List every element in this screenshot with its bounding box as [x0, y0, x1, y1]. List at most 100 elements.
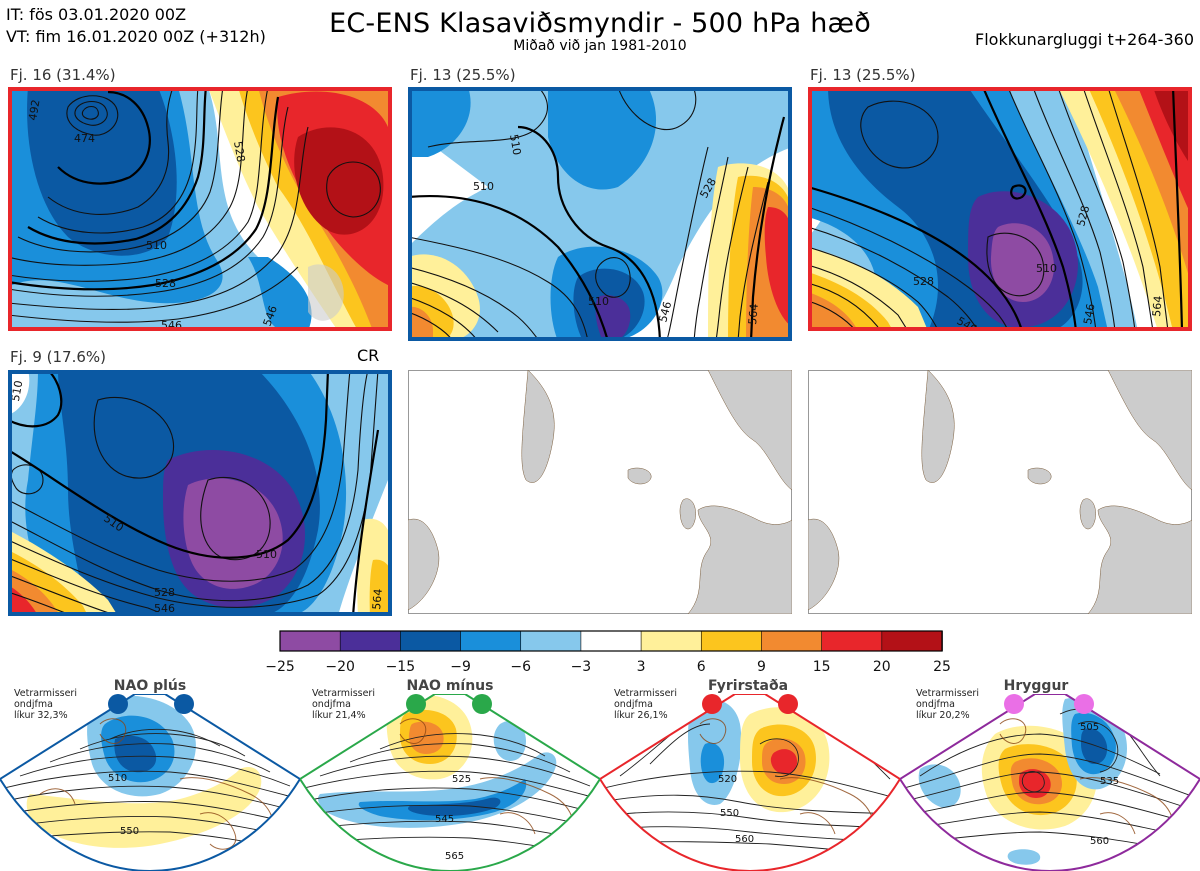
svg-text:525: 525: [452, 774, 471, 785]
anomaly-fill-negative: [990, 223, 1054, 302]
greenland-land: [521, 370, 555, 483]
empty-map-2: [808, 370, 1192, 614]
classification-window: Flokkunargluggi t+264-360: [975, 30, 1194, 49]
cluster-frame-1: [8, 87, 392, 331]
svg-text:510: 510: [1036, 262, 1057, 275]
colorbar-tick-label: −9: [450, 659, 471, 675]
anomaly-fill-negative: [408, 87, 471, 157]
colorbar-tick-label: 15: [813, 659, 831, 675]
svg-text:560: 560: [735, 834, 754, 845]
america-land: [808, 518, 840, 611]
regime-4-markers: [1004, 694, 1094, 714]
colorbar-tick-label: 3: [637, 659, 646, 675]
regime-2-note: Vetrarmisseri ondjfma líkur 21,4%: [312, 688, 375, 721]
iceland-land: [627, 467, 652, 485]
svg-text:546: 546: [1081, 303, 1097, 326]
svg-text:528: 528: [155, 277, 176, 290]
cluster-map-4: 510 510 510 528 546 564: [8, 370, 392, 616]
anomaly-fill-negative: [27, 87, 177, 256]
colorbar-swatch: [400, 630, 462, 652]
anomaly-fill-positive: [1153, 87, 1192, 167]
regime-map-2: 525 545 565: [300, 694, 600, 871]
anomaly-fill-negative: [248, 257, 312, 331]
regime-3-title: Fyrirstaða: [707, 678, 789, 694]
britain-land: [679, 498, 696, 530]
colorbar-tick-label: 20: [873, 659, 891, 675]
cluster-map-2: 510 510 528 510 546 564: [408, 87, 792, 341]
colorbar-swatch: [279, 630, 341, 652]
svg-text:564: 564: [370, 588, 385, 610]
valid-time: VT: fim 16.01.2020 00Z (+312h): [6, 27, 266, 46]
colorbar-tick-label: 9: [757, 659, 766, 675]
regime-1-markers: [108, 694, 194, 714]
america-land: [408, 518, 440, 611]
colorbar-swatch: [640, 630, 703, 652]
cluster-frame-3: [808, 87, 1192, 331]
cluster-map-1: 474 492 510 528 546 528 546: [8, 87, 392, 331]
svg-text:546: 546: [656, 300, 674, 324]
svg-text:545: 545: [435, 814, 454, 825]
panel-3-label: Fj. 13 (25.5%): [810, 66, 916, 84]
colorbar-swatch: [881, 630, 943, 652]
svg-text:510: 510: [146, 239, 167, 252]
empty-map-1: [408, 370, 792, 614]
land-outline: [308, 264, 344, 321]
svg-text:528: 528: [913, 275, 934, 288]
page-subtitle: Miðað við jan 1981-2010: [513, 38, 687, 54]
panel-4-label: Fj. 9 (17.6%): [10, 348, 106, 366]
anomaly-fill-negative: [183, 478, 283, 589]
cluster-frame-4: [8, 370, 392, 616]
cluster-map-3: 528 546 510 528 546 564: [808, 87, 1192, 331]
scandinavia-land: [707, 370, 792, 491]
regime-map-3: 520 550 560: [600, 694, 900, 871]
svg-text:505: 505: [1080, 722, 1099, 733]
scandinavia-land: [1107, 370, 1192, 491]
anomaly-fill-negative: [408, 87, 792, 341]
colorbar-tick-label: −20: [325, 659, 355, 675]
colorbar-swatch: [580, 630, 642, 652]
colorbar-tick-label: 6: [697, 659, 706, 675]
svg-text:528: 528: [154, 586, 175, 599]
anomaly-fill-positive: [408, 306, 433, 341]
colorbar-swatch: [700, 630, 763, 652]
svg-text:550: 550: [720, 808, 739, 819]
iceland-land: [1027, 467, 1052, 485]
anomaly-fill-positive: [369, 559, 392, 616]
anomaly-fill-negative: [548, 87, 657, 190]
height-contours: [8, 87, 381, 323]
greenland-land: [921, 370, 955, 483]
svg-text:510: 510: [108, 773, 127, 784]
svg-text:510: 510: [588, 295, 609, 308]
regime-3-markers: [702, 694, 798, 714]
panel-2-label: Fj. 13 (25.5%): [410, 66, 516, 84]
regime-4-title: Hryggur: [1003, 678, 1069, 694]
anomaly-fill-positive: [8, 585, 38, 616]
europe-land: [687, 505, 792, 614]
colorbar-tick-label: −3: [571, 659, 592, 675]
svg-text:550: 550: [120, 826, 139, 837]
panel-1-label: Fj. 16 (31.4%): [10, 66, 116, 84]
panel-4-tag: CR: [357, 346, 380, 365]
svg-text:535: 535: [1100, 776, 1119, 787]
colorbar-tick-label: −15: [386, 659, 416, 675]
regime-1-title: NAO plús: [113, 678, 187, 694]
contour-labels: 528 546 510 528 546 564: [913, 204, 1165, 331]
page-title: EC-ENS Klasaviðsmyndir - 500 hPa hæð: [329, 8, 871, 39]
svg-text:520: 520: [718, 774, 737, 785]
svg-text:565: 565: [445, 851, 464, 862]
svg-text:474: 474: [74, 132, 95, 145]
regime-map-1: 510 550: [0, 694, 300, 871]
svg-text:492: 492: [26, 99, 42, 122]
contour-labels: 474 492 510 528 546 528 546: [26, 99, 280, 331]
height-contours: [408, 87, 769, 341]
colorbar-swatch: [339, 630, 402, 652]
britain-land: [1079, 498, 1096, 530]
contour-labels: 510 510 528 510 546 564: [473, 133, 761, 325]
colorbar-tick-label: −6: [510, 659, 531, 675]
anomaly-fill-positive: [294, 127, 384, 235]
header-info: IT: fös 03.01.2020 00Z VT: fim 16.01.202…: [6, 4, 266, 48]
colorbar-swatch: [821, 630, 883, 652]
regime-1-note: Vetrarmisseri ondjfma líkur 32,3%: [14, 688, 77, 721]
anomaly-fill-positive: [764, 207, 792, 327]
colorbar: −25 −20 −15 −9 −6 −3 3 6 9 15 20 25: [265, 630, 951, 675]
